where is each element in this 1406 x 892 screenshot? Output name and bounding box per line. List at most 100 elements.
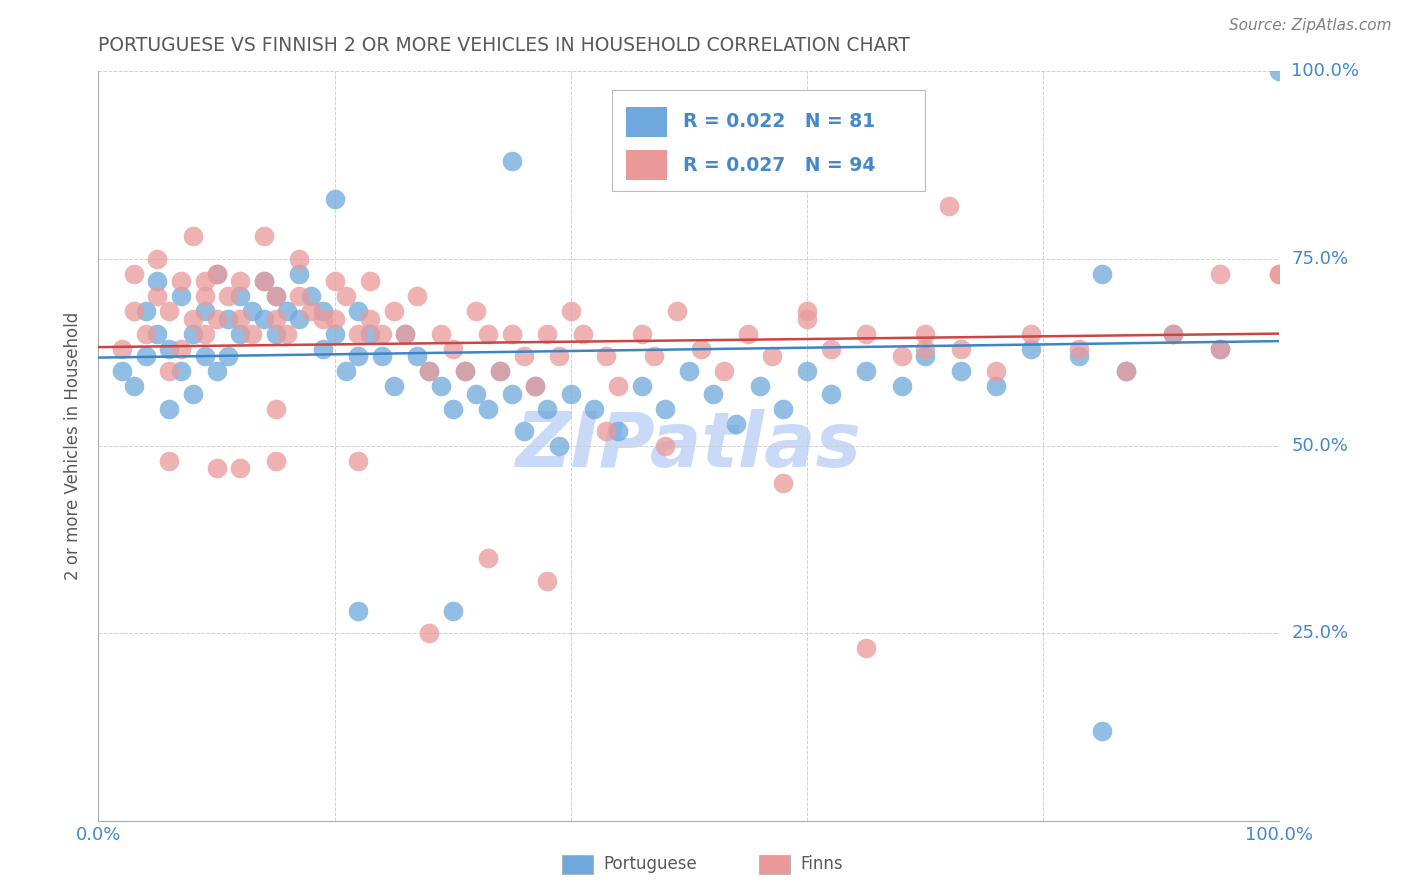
Point: [702, 386, 724, 401]
Point: [489, 364, 512, 378]
Point: [761, 349, 783, 363]
Point: [501, 386, 523, 401]
Point: [253, 274, 276, 288]
Point: [1161, 326, 1184, 341]
Point: [1091, 723, 1114, 738]
Point: [430, 326, 453, 341]
Point: [194, 274, 217, 288]
Point: [229, 326, 252, 341]
Point: [1209, 267, 1232, 281]
Point: [1091, 267, 1114, 281]
Point: [135, 304, 157, 318]
Point: [406, 289, 429, 303]
Point: [240, 304, 263, 318]
Text: ZIPatlas: ZIPatlas: [516, 409, 862, 483]
Point: [465, 386, 488, 401]
Point: [441, 342, 464, 356]
Text: 25.0%: 25.0%: [1291, 624, 1348, 642]
Point: [796, 364, 818, 378]
Point: [1021, 326, 1043, 341]
Point: [229, 274, 252, 288]
Point: [135, 326, 157, 341]
Point: [359, 274, 381, 288]
Text: 100.0%: 100.0%: [1291, 62, 1360, 80]
Point: [323, 311, 346, 326]
Point: [465, 304, 488, 318]
Point: [689, 342, 711, 356]
Point: [135, 349, 157, 363]
Point: [264, 289, 287, 303]
Point: [194, 289, 217, 303]
Point: [122, 267, 145, 281]
Point: [205, 267, 228, 281]
Point: [146, 289, 169, 303]
Point: [489, 364, 512, 378]
Point: [630, 326, 652, 341]
FancyBboxPatch shape: [612, 90, 925, 191]
Point: [194, 304, 217, 318]
Point: [205, 461, 228, 475]
Point: [264, 454, 287, 468]
Point: [323, 326, 346, 341]
Point: [253, 311, 276, 326]
Point: [122, 379, 145, 393]
Point: [1161, 326, 1184, 341]
Point: [501, 326, 523, 341]
Point: [548, 349, 571, 363]
Point: [1268, 64, 1291, 78]
Point: [536, 401, 558, 416]
Point: [914, 342, 936, 356]
Point: [157, 364, 180, 378]
Point: [371, 326, 394, 341]
Point: [181, 326, 204, 341]
Point: [949, 342, 972, 356]
Text: Finns: Finns: [800, 855, 842, 873]
Point: [146, 252, 169, 266]
Point: [146, 274, 169, 288]
Point: [441, 401, 464, 416]
Point: [595, 424, 617, 438]
Point: [276, 304, 298, 318]
Point: [949, 364, 972, 378]
Point: [583, 401, 606, 416]
Point: [253, 229, 276, 244]
Point: [512, 424, 534, 438]
Point: [418, 626, 440, 640]
Point: [240, 326, 263, 341]
Point: [914, 326, 936, 341]
Point: [890, 349, 912, 363]
Point: [1115, 364, 1137, 378]
Point: [264, 311, 287, 326]
Point: [512, 349, 534, 363]
Text: R = 0.022   N = 81: R = 0.022 N = 81: [683, 112, 875, 131]
Point: [1115, 364, 1137, 378]
Point: [643, 349, 665, 363]
Point: [194, 326, 217, 341]
Point: [772, 401, 794, 416]
Point: [607, 424, 630, 438]
Point: [264, 401, 287, 416]
Point: [157, 454, 180, 468]
Point: [914, 349, 936, 363]
Point: [595, 349, 617, 363]
Point: [312, 311, 335, 326]
Point: [406, 349, 429, 363]
Point: [288, 311, 311, 326]
Point: [122, 304, 145, 318]
Point: [453, 364, 475, 378]
Point: [181, 311, 204, 326]
Point: [1209, 342, 1232, 356]
Point: [217, 311, 239, 326]
Point: [394, 326, 416, 341]
Point: [253, 274, 276, 288]
Point: [146, 326, 169, 341]
Point: [630, 379, 652, 393]
Point: [1021, 342, 1043, 356]
Point: [548, 439, 571, 453]
Point: [170, 274, 193, 288]
Point: [725, 417, 748, 431]
Point: [347, 326, 370, 341]
Point: [170, 342, 193, 356]
Point: [984, 364, 1007, 378]
Text: 50.0%: 50.0%: [1291, 437, 1348, 455]
